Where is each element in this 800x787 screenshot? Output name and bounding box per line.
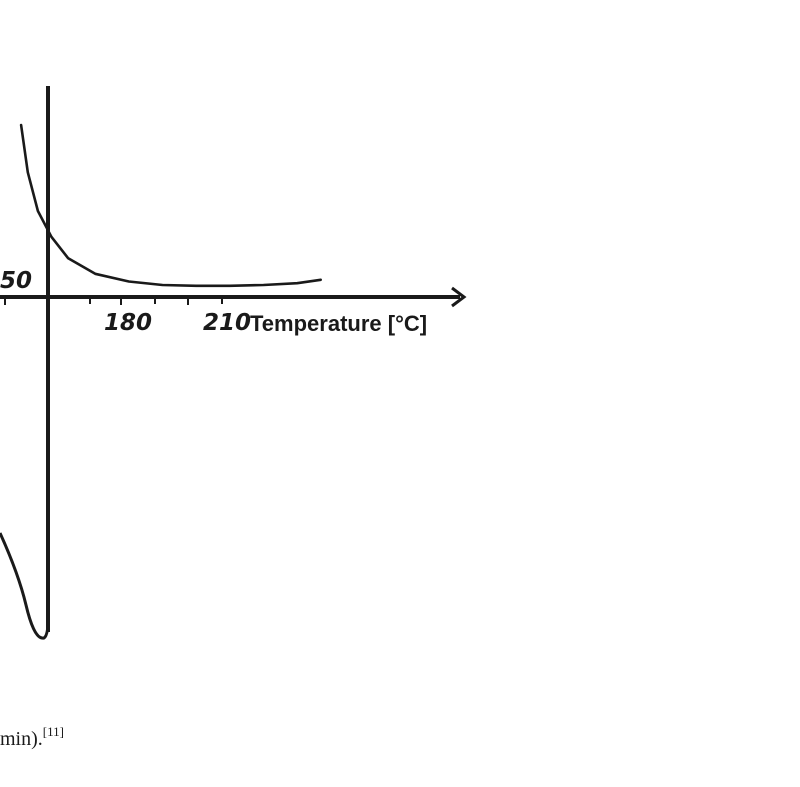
x-axis-arrowhead [451, 286, 467, 308]
series-line [19, 123, 322, 288]
caption-text: min). [0, 728, 43, 750]
endotherm-trough-line [0, 532, 50, 640]
x-tick-label-210: 210 [203, 310, 251, 336]
x-axis-minor-ticks [4, 299, 223, 305]
figure-caption-fragment: min).[11] [0, 724, 64, 751]
caption-reference: [11] [42, 724, 64, 739]
x-tick-label-180: 180 [104, 310, 152, 336]
x-axis-title: Temperature [°C] [250, 311, 427, 336]
x-tick-label-50: 50 [0, 268, 32, 294]
